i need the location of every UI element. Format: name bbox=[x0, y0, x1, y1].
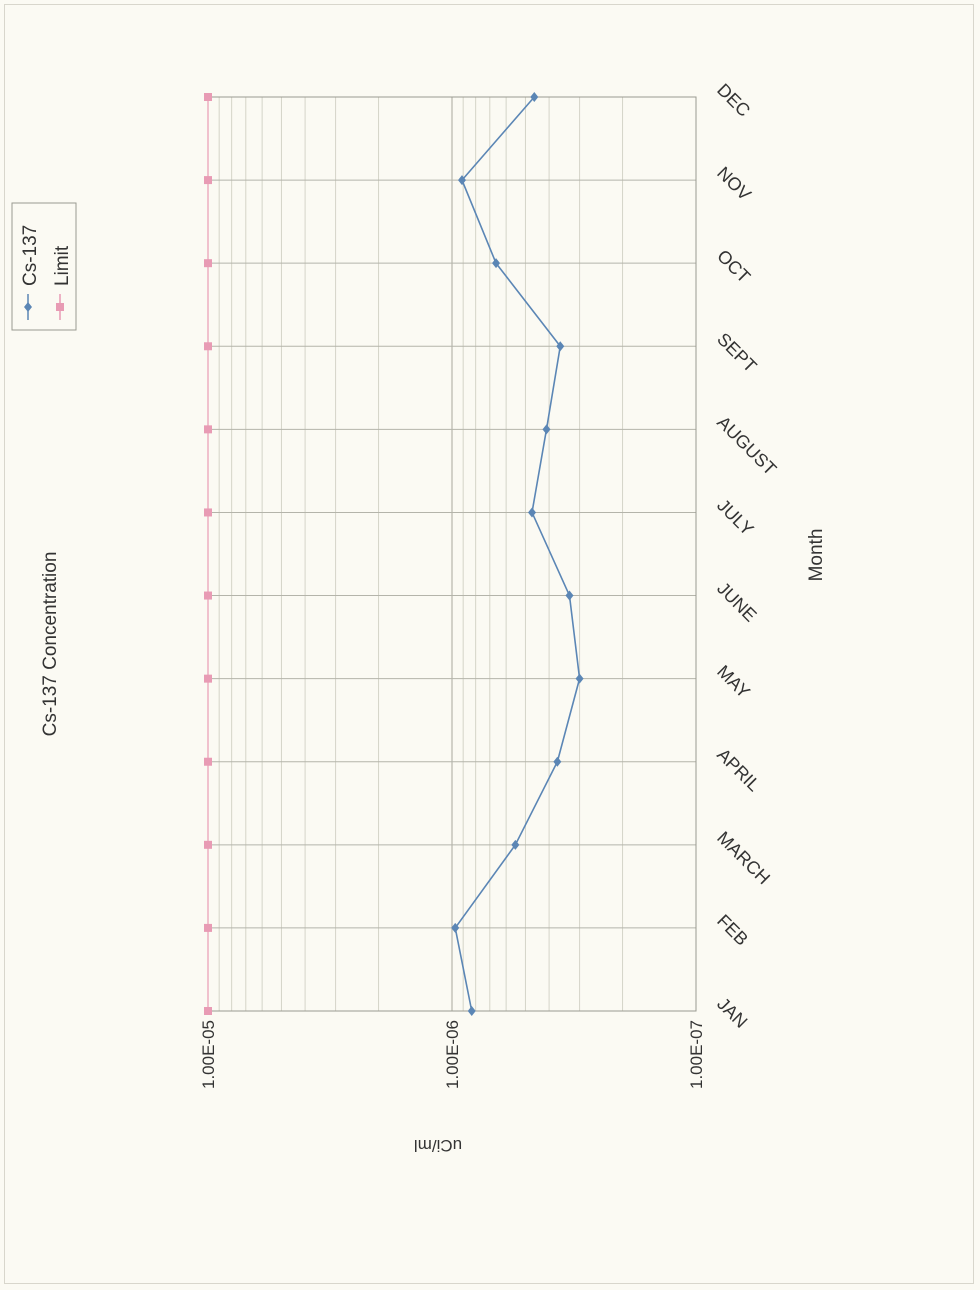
y-tick-label: 1.00E-06 bbox=[443, 1020, 462, 1089]
x-tick-label: MARCH bbox=[713, 828, 774, 889]
x-tick-label: OCT bbox=[713, 246, 754, 287]
data-point bbox=[204, 425, 212, 434]
page-frame bbox=[4, 4, 974, 1284]
x-tick-label: FEB bbox=[713, 911, 752, 950]
data-point bbox=[511, 839, 520, 850]
data-point bbox=[204, 342, 212, 351]
x-tick-label: JAN bbox=[713, 994, 751, 1032]
x-tick-label: SEPT bbox=[713, 329, 760, 376]
data-point bbox=[492, 258, 501, 269]
data-point bbox=[204, 923, 212, 932]
data-point bbox=[542, 424, 551, 435]
data-point bbox=[467, 1006, 476, 1016]
data-point bbox=[204, 674, 212, 683]
y-tick-label: 1.00E-07 bbox=[687, 1020, 706, 1089]
data-point bbox=[553, 756, 562, 767]
legend: Cs-137 Limit bbox=[11, 202, 77, 331]
data-point bbox=[204, 176, 212, 185]
y-tick-label: 1.00E-05 bbox=[199, 1020, 218, 1089]
x-tick-label: DEC bbox=[713, 80, 754, 121]
legend-box bbox=[11, 202, 77, 331]
x-tick-label: NOV bbox=[713, 163, 755, 205]
data-point bbox=[565, 590, 574, 601]
x-tick-label: JUNE bbox=[713, 578, 760, 625]
grid bbox=[208, 96, 697, 1012]
data-point bbox=[204, 757, 212, 766]
series-line bbox=[454, 96, 581, 1012]
data-point bbox=[204, 93, 212, 101]
chart-title: Cs-137 Concentration bbox=[40, 552, 61, 737]
data-point bbox=[204, 259, 212, 268]
legend-marker-limit bbox=[56, 303, 64, 311]
x-tick-label: MAY bbox=[713, 661, 754, 702]
y-axis-label: uCi/ml bbox=[414, 1136, 462, 1155]
data-point bbox=[556, 341, 565, 352]
x-tick-label: JULY bbox=[713, 495, 757, 539]
data-point bbox=[528, 507, 537, 518]
x-axis-label: Month bbox=[806, 529, 827, 582]
x-tick-label: APRIL bbox=[713, 744, 764, 795]
data-point bbox=[575, 673, 584, 684]
data-point bbox=[530, 92, 539, 102]
data-point bbox=[204, 591, 212, 600]
data-point bbox=[457, 175, 466, 186]
x-tick-label: AUGUST bbox=[713, 412, 780, 479]
legend-label-cs137: Cs-137 bbox=[20, 225, 41, 286]
legend-label-limit: Limit bbox=[52, 245, 73, 286]
data-point bbox=[204, 840, 212, 849]
data-point bbox=[204, 1007, 212, 1015]
data-point bbox=[451, 922, 460, 933]
data-point bbox=[204, 508, 212, 517]
series bbox=[204, 92, 584, 1016]
legend-marker-cs137 bbox=[24, 302, 32, 312]
